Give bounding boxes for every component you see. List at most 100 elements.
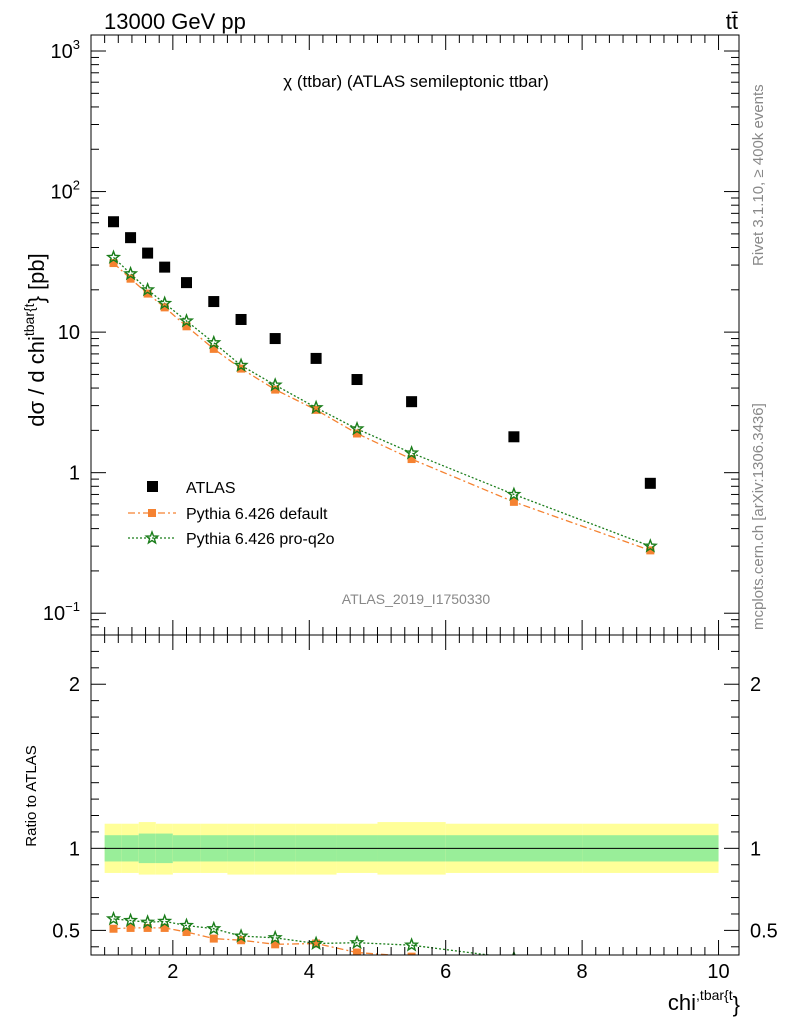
x-tick-label: 2 <box>167 961 178 983</box>
x-axis-label-main: chi <box>668 990 696 1015</box>
main-series-group <box>105 216 658 555</box>
ratio-point-pythia-default <box>353 948 362 955</box>
ratio-plot-panel: 0.5 0.5 1 1 2 2 2 4 6 8 10 Ratio to ATLAS chi,tbar… <box>23 635 778 1017</box>
data-point-pythia-default <box>143 289 152 298</box>
y-axis-label: dσ / d chitbar{t} [pb] <box>21 253 49 426</box>
data-point-pythia-default <box>646 546 655 555</box>
svg-text:chi,tbar{t}: chi,tbar{t} <box>668 987 740 1017</box>
ratio-point-pythia-proq2o <box>233 928 249 943</box>
ratio-point-pythia-default <box>126 923 135 932</box>
data-point-pythia-proq2o <box>267 377 283 392</box>
data-point-atlas <box>269 333 281 345</box>
ratio-point-pythia-default <box>209 934 218 943</box>
data-point-atlas <box>208 296 220 308</box>
data-point-pythia-proq2o <box>105 249 122 264</box>
main-plot-panel: χ (ttbar) (ATLAS semileptonic ttbar) ATL… <box>21 35 739 636</box>
data-point-atlas <box>508 431 520 443</box>
ratio-point-pythia-default <box>646 967 654 975</box>
legend: ATLAS Pythia 6.426 default Pythia 6.426 … <box>128 480 335 548</box>
data-point-pythia-proq2o <box>233 357 249 372</box>
x-tick-label: 8 <box>577 961 588 983</box>
ratio-point-pythia-proq2o <box>349 934 365 950</box>
ratio-point-pythia-proq2o <box>178 917 195 932</box>
data-point-pythia-default <box>353 429 362 438</box>
data-point-pythia-proq2o <box>349 420 365 436</box>
ratio-point-pythia-proq2o <box>157 913 173 928</box>
ratio-y-tick-label-right: 1 <box>750 838 761 860</box>
ratio-point-pythia-proq2o <box>122 912 139 928</box>
x-tick-label: 6 <box>440 961 451 983</box>
ratio-tick-labels: 0.5 0.5 1 1 2 2 2 4 6 8 10 <box>52 674 778 983</box>
ratio-point-pythia-proq2o <box>140 914 156 929</box>
data-point-atlas <box>351 374 363 386</box>
data-point-atlas <box>644 477 656 489</box>
data-point-pythia-default <box>271 385 280 394</box>
data-point-pythia-default <box>407 455 416 464</box>
x-tick-label: 10 <box>707 961 729 983</box>
legend-label-atlas: ATLAS <box>186 480 236 497</box>
main-y-tick-labels: 10−1 1 10 102 103 <box>43 37 80 625</box>
x-axis-label-tail: } <box>733 992 740 1017</box>
data-point-atlas <box>142 247 154 259</box>
data-point-pythia-proq2o <box>178 312 195 328</box>
ratio-point-pythia-default <box>237 936 246 945</box>
y-tick-label: 103 <box>51 37 80 63</box>
ratio-point-pythia-default <box>510 959 518 967</box>
data-point-atlas <box>310 352 322 364</box>
y-tick-label: 102 <box>51 178 80 204</box>
main-axis-ticks <box>91 35 739 636</box>
data-point-pythia-proq2o <box>506 486 522 501</box>
data-point-pythia-default <box>126 274 135 283</box>
ratio-point-pythia-proq2o <box>645 962 656 973</box>
y-axis-label-main: dσ / d chi <box>24 336 49 427</box>
legend-marker-atlas <box>147 481 158 492</box>
series-line-pythia-proq2o <box>113 256 651 547</box>
energy-label: 13000 GeV pp <box>104 9 246 34</box>
legend-entry-pythia-proq2o: Pythia 6.426 pro-q2o <box>128 530 335 548</box>
plot-title: χ (ttbar) (ATLAS semileptonic ttbar) <box>283 72 549 91</box>
ratio-point-pythia-default <box>312 939 321 948</box>
data-point-pythia-default <box>109 259 118 268</box>
ratio-point-pythia-default <box>182 928 191 937</box>
ratio-point-pythia-default <box>143 923 152 932</box>
data-point-pythia-default <box>509 497 518 506</box>
legend-label-pythia-proq2o: Pythia 6.426 pro-q2o <box>186 531 335 548</box>
ratio-point-pythia-proq2o <box>206 920 222 936</box>
ratio-point-pythia-proq2o <box>403 937 420 952</box>
ratio-series-group <box>105 910 656 975</box>
data-point-pythia-proq2o <box>403 445 420 460</box>
analysis-watermark: ATLAS_2019_I1750330 <box>342 591 491 607</box>
legend-label-pythia-default: Pythia 6.426 default <box>186 506 328 523</box>
ratio-point-pythia-default <box>407 952 416 955</box>
data-point-pythia-proq2o <box>206 334 222 350</box>
process-label: tt̄ <box>726 9 738 34</box>
ratio-line-pythia-proq2o <box>113 918 494 955</box>
x-tick-label: 4 <box>304 961 315 983</box>
ratio-y-tick-label: 1 <box>69 838 80 860</box>
y-axis-label-tail: } [pb] <box>24 253 49 303</box>
ratio-panel-frame <box>90 634 740 956</box>
ratio-point-pythia-default <box>271 940 280 949</box>
ratio-point-pythia-proq2o <box>105 910 122 926</box>
data-point-pythia-proq2o <box>308 399 324 415</box>
data-point-pythia-default <box>209 344 218 353</box>
y-tick-label: 1 <box>69 463 80 485</box>
ratio-point-pythia-default <box>160 923 169 932</box>
ratio-point-pythia-proq2o <box>308 935 324 950</box>
data-point-pythia-default <box>182 322 191 331</box>
svg-text:dσ / d chitbar{t} [pb]: dσ / d chitbar{t} [pb] <box>21 253 49 426</box>
legend-marker-pythia-proq2o <box>144 530 160 545</box>
data-point-pythia-proq2o <box>642 538 658 553</box>
mcplots-reference-label: mcplots.cern.ch [arXiv:1306.3436] <box>750 403 767 630</box>
ratio-axis-ticks <box>91 635 739 955</box>
data-point-pythia-proq2o <box>157 295 173 310</box>
ratio-y-tick-label-right: 2 <box>750 674 761 696</box>
legend-entry-pythia-default: Pythia 6.426 default <box>128 506 328 523</box>
y-axis-label-superscript: tbar{t <box>21 303 37 336</box>
data-point-atlas <box>108 216 120 228</box>
data-point-atlas <box>159 261 171 273</box>
data-point-atlas <box>406 396 418 408</box>
ratio-point-pythia-default <box>109 924 118 933</box>
y-tick-label: 10 <box>58 322 80 344</box>
